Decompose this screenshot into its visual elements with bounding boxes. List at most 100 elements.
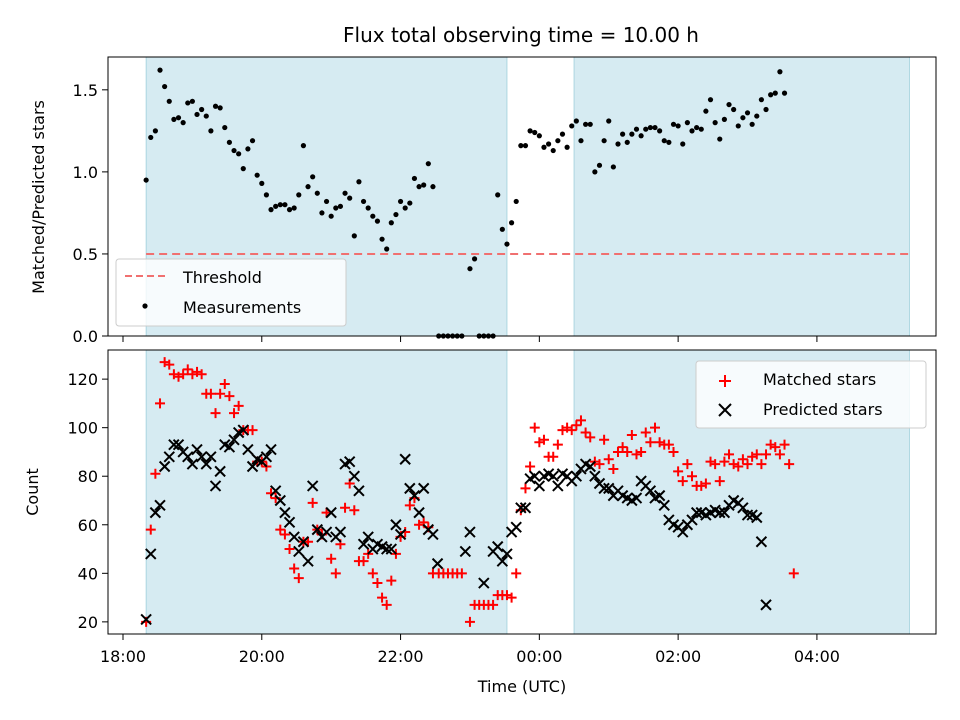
measurement-point [305,184,311,190]
matched-star-point [164,359,175,370]
measurement-point [754,113,760,119]
measurement-point [596,162,603,168]
x-tick-label: 04:00 [794,647,840,666]
matched-star-point [205,388,216,399]
measurement-point [518,143,524,149]
predicted-star-point [496,555,509,567]
predicted-star-point [413,506,425,519]
x-tick-label: 00:00 [516,647,562,666]
measurement-point [601,138,607,144]
matched-star-point [714,476,725,487]
predicted-star-point [237,424,249,436]
predicted-star-point [404,482,416,495]
predicted-star-point [182,451,194,463]
measurement-point [758,97,765,103]
predicted-star-point [515,502,527,514]
top-y-tick-label: 1.0 [73,163,98,182]
measurement-point [532,129,538,136]
measurement-point [763,106,769,113]
predicted-star-point [529,470,541,482]
measurement-point [365,205,371,211]
matched-star-point [279,529,290,540]
matched-star-point [742,459,753,470]
measurement-point [203,113,209,119]
measurement-point [569,123,575,129]
measurement-point [231,147,237,154]
matched-star-point [779,439,790,450]
measurement-point [661,138,667,144]
matched-star-point [784,459,795,470]
matched-star-point [640,427,651,438]
predicted-star-point [603,482,615,495]
measurement-point [467,266,473,272]
predicted-star-point [714,506,726,519]
measurement-point [638,133,644,139]
measurement-point [236,151,242,157]
predicted-star-point [690,506,703,519]
measurement-point [333,205,339,211]
predicted-star-point [584,460,596,473]
predicted-star-point [570,470,583,482]
matched-star-point [751,449,762,460]
matched-star-point [529,422,540,433]
measurement-point [370,213,376,219]
measurement-point [735,123,741,129]
measurement-point [717,136,723,142]
predicted-star-point [552,480,564,492]
measurement-point [282,202,288,208]
matched-star-point [724,449,735,460]
measurement-point [328,213,334,219]
matched-star-point [330,568,341,579]
matched-star-point [557,425,568,436]
legend-matched-label: Matched stars [763,370,876,389]
predicted-star-point [630,492,643,504]
measurement-point [721,116,727,122]
legend-predicted-swatch [718,403,732,417]
measurement-point [259,180,265,186]
matched-star-point [506,592,517,603]
predicted-star-point [431,557,444,570]
measurement-point [384,246,390,252]
matched-star-point [511,568,522,579]
predicted-star-point [380,543,393,555]
measurement-point [162,83,168,90]
measurement-point [356,179,362,185]
bottom-panel: 20 40 60 80 100 120 18:00 20:00 22:00 00:00 02:00… [23,349,937,696]
bottom-legend: Matched stars Predicted stars [695,360,927,429]
measurement-point [707,97,714,103]
matched-star-point [340,502,351,513]
matched-star-point [358,556,369,567]
x-tick-label: 18:00 [100,647,146,666]
predicted-star-point [547,470,559,482]
matched-star-point [367,568,378,579]
predicted-star-point [223,441,236,453]
measurement-point [351,233,357,239]
predicted-star-point [311,523,324,536]
measurement-point [578,138,584,144]
measurement-point [610,164,616,170]
legend-measurements-swatch [142,303,148,309]
predicted-star-point [589,470,601,482]
matched-star-point [687,471,698,482]
predicted-star-point [385,543,398,555]
measurement-point [323,198,330,205]
predicted-star-point [325,506,337,519]
matched-star-point [229,408,240,419]
measurement-point [337,203,344,209]
matched-star-point [710,459,721,470]
top-y-tick-label: 0.5 [73,245,98,264]
bottom-panel-frame [107,349,937,635]
matched-star-point [612,446,623,457]
predicted-star-point [686,514,698,526]
predicted-star-point [357,538,370,550]
matched-star-point [571,420,582,431]
predicted-star-point [274,494,286,507]
measurement-point [573,118,579,124]
measurement-point [402,205,408,211]
measurement-point [421,182,427,188]
measurement-point [583,121,589,127]
matched-star-point [233,400,244,411]
measurement-point [495,192,501,198]
predicted-star-point [755,536,768,548]
